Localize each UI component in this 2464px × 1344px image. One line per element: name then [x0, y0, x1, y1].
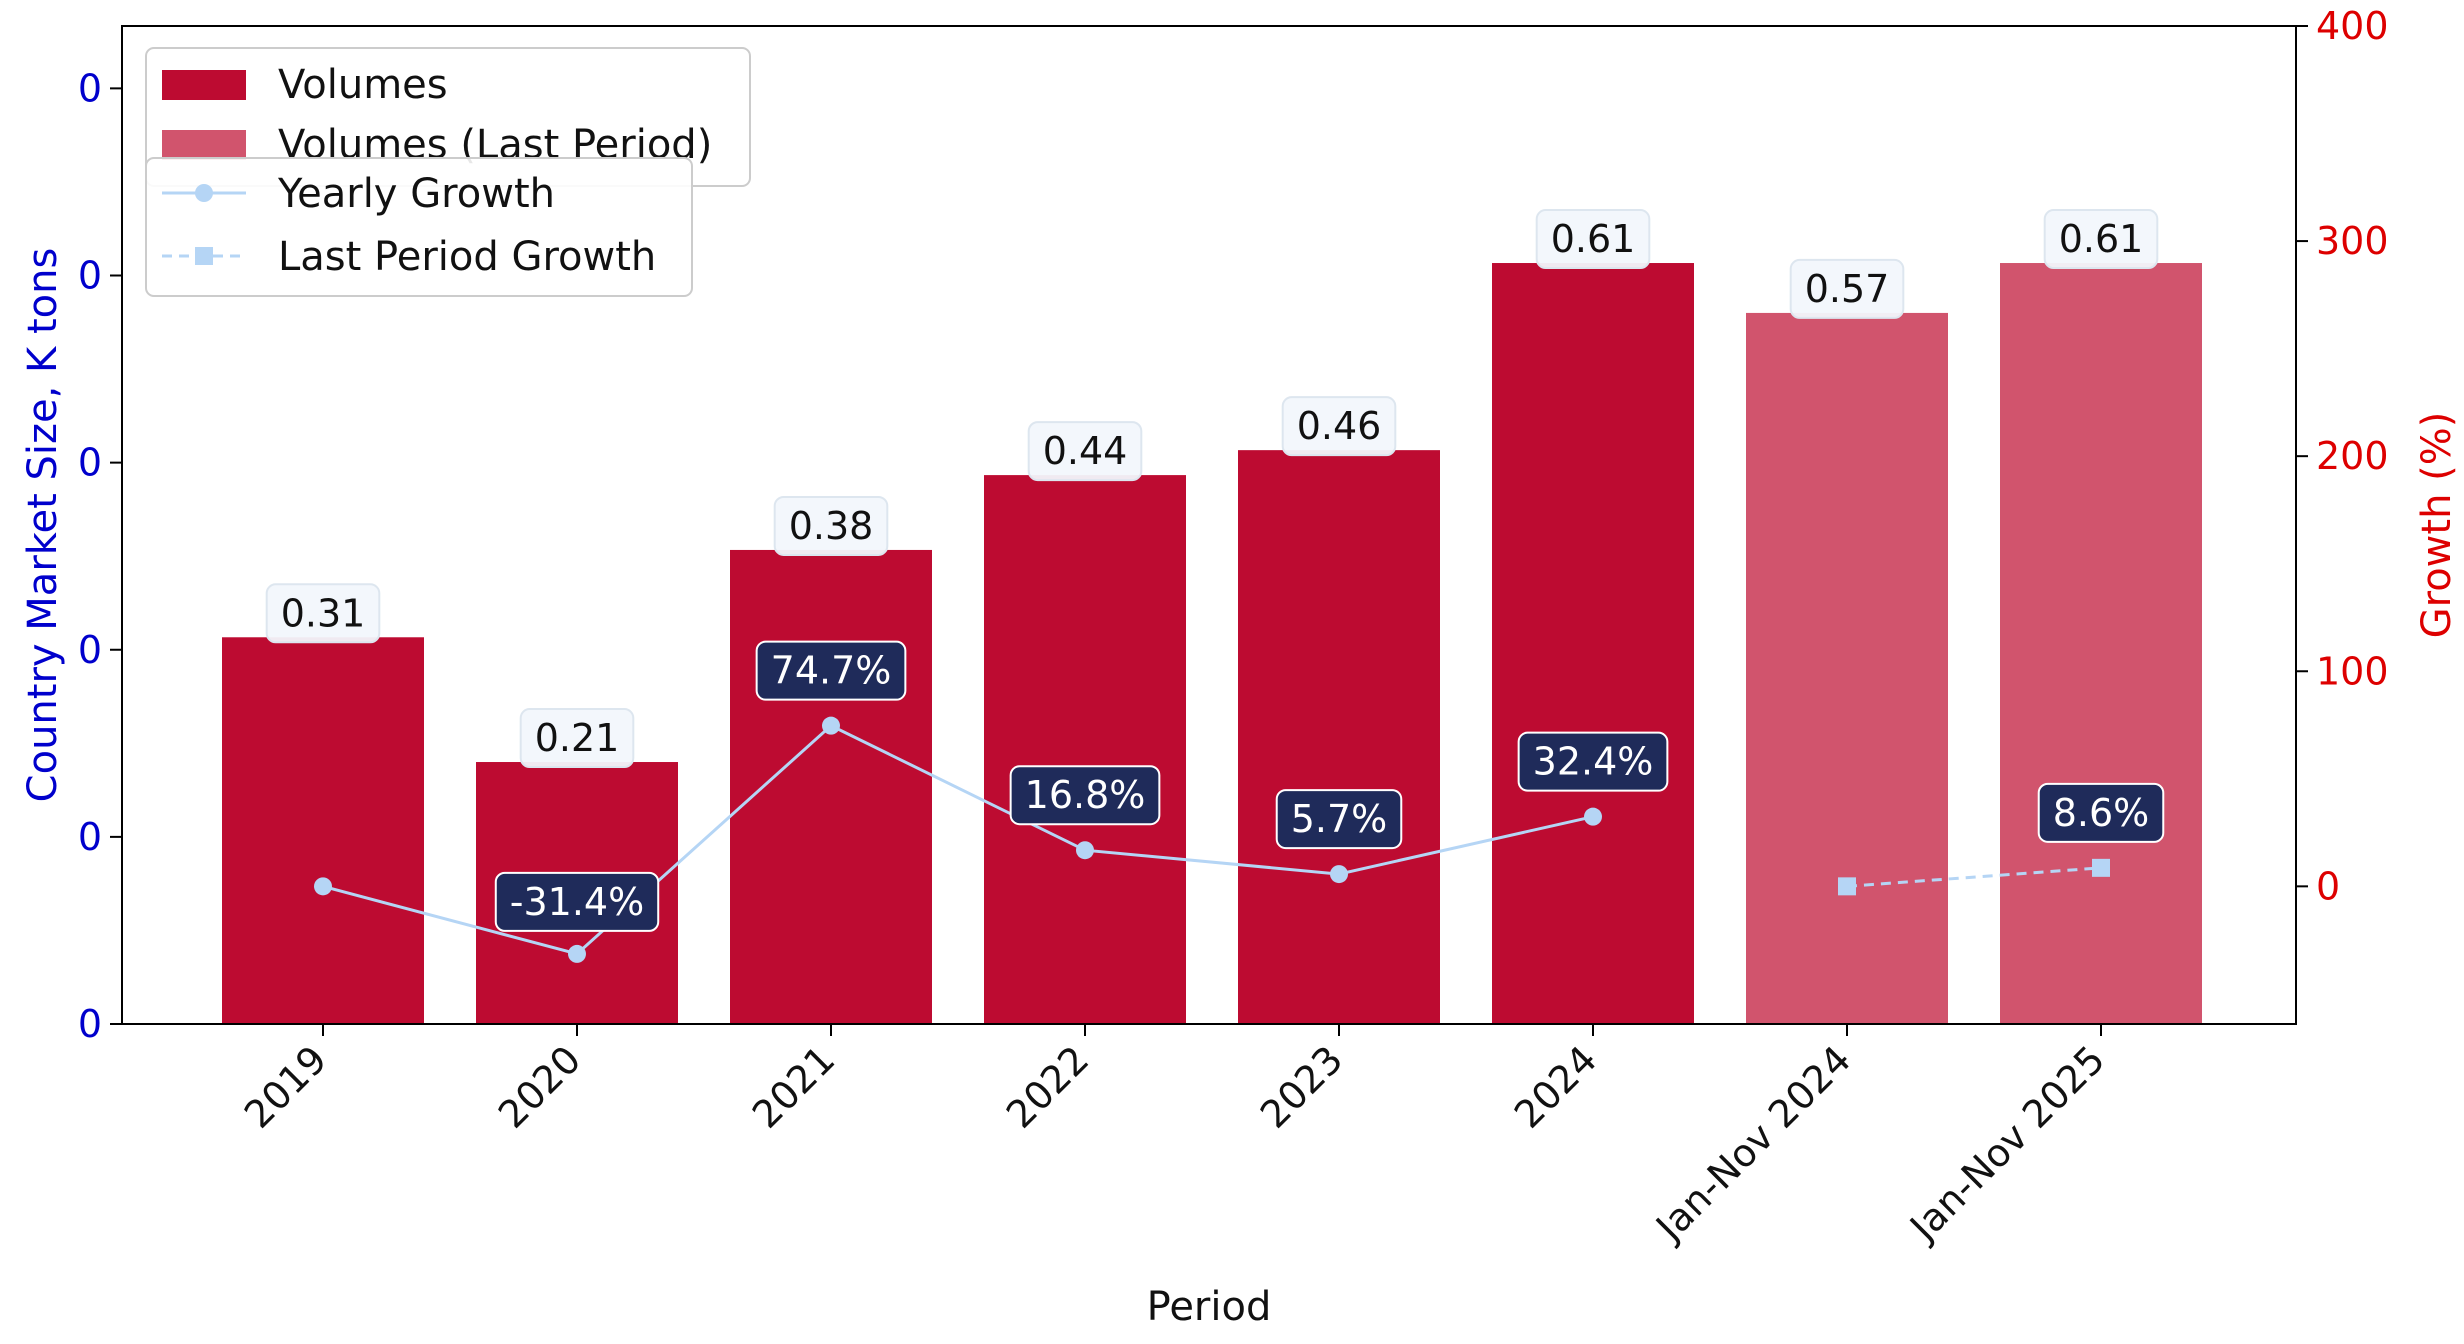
- bar-label-jan-nov-2025: 0.61: [2043, 209, 2159, 270]
- bar-volumes-2021: [730, 549, 932, 1024]
- left-tick-label-4: 0: [78, 254, 102, 298]
- bar-label-2020: 0.21: [519, 708, 635, 769]
- legend-growth: Yearly Growth Last Period Growth: [145, 157, 693, 297]
- right-axis-title: Growth (%): [2414, 412, 2460, 639]
- right-tick-label-3: 300: [2316, 219, 2389, 263]
- bar-label-jan-nov-2024: 0.57: [1789, 258, 1905, 319]
- left-tick-label-5: 0: [78, 66, 102, 110]
- growth-label-2020: -31.4%: [494, 871, 660, 932]
- bar-volumes-2022: [984, 475, 1186, 1025]
- bar-label-2021-box: [773, 495, 889, 556]
- bar-label-2019-text: 0.31: [281, 591, 366, 635]
- plot-frame: [121, 25, 2297, 1025]
- bar-label-2023-text: 0.46: [1297, 404, 1382, 448]
- point-last-period-growth-jan-nov-2024: [1838, 877, 1856, 896]
- growth-label-2020-text: -31.4%: [510, 880, 644, 924]
- growth-label-jan-nov-2025-box: [2037, 782, 2165, 843]
- growth-label-2022-text: 16.8%: [1025, 773, 1146, 817]
- growth-label-2023-text: 5.7%: [1291, 797, 1388, 841]
- point-yearly-growth-2022: [1076, 841, 1094, 860]
- bar-label-jan-nov-2025-text: 0.61: [2059, 217, 2144, 261]
- line-last-period-growth: [1846, 866, 2102, 888]
- legend-label-yearly-growth: Yearly Growth: [277, 171, 555, 217]
- right-tick-label-1: 100: [2316, 649, 2389, 693]
- right-tick-label-4: 400: [2316, 4, 2389, 48]
- bar-label-2023-box: [1281, 396, 1397, 457]
- growth-label-2021-box: [755, 640, 907, 701]
- point-yearly-growth-2019: [314, 877, 332, 896]
- legend-label-volumes: Volumes: [278, 62, 448, 108]
- growth-label-2021: 74.7%: [755, 640, 907, 701]
- bar-volumes-2023: [1238, 450, 1440, 1024]
- bar-label-2019-box: [265, 583, 381, 644]
- bar-label-2019: 0.31: [265, 583, 381, 644]
- legend-marker-yearly-growth: [195, 184, 213, 202]
- bar-volumes-last-period-jan-nov-2025: [2000, 263, 2202, 1024]
- bar-label-2021: 0.38: [773, 495, 889, 556]
- line-yearly-growth: [322, 723, 1594, 956]
- point-last-period-growth-jan-nov-2025: [2092, 858, 2110, 877]
- x-axis-title: Period: [1147, 1284, 1272, 1330]
- point-yearly-growth-2021: [822, 716, 840, 735]
- x-tick-label-2022: 2022: [998, 1037, 1098, 1137]
- left-tick-label-2: 0: [78, 628, 102, 672]
- bar-label-2022-box: [1027, 421, 1143, 482]
- x-tick-label-2021: 2021: [744, 1037, 844, 1137]
- growth-lines-layer: [314, 716, 2110, 963]
- bar-label-jan-nov-2024-box: [1789, 258, 1905, 319]
- growth-label-2023-box: [1275, 789, 1403, 850]
- legend-swatch-volumes-last-period: [162, 130, 246, 160]
- growth-label-2021-text: 74.7%: [771, 649, 892, 693]
- bar-label-2023: 0.46: [1281, 396, 1397, 457]
- x-tick-label-2023: 2023: [1252, 1037, 1352, 1137]
- legend-label-last-period-growth: Last Period Growth: [278, 234, 656, 280]
- bar-label-2020-text: 0.21: [535, 716, 620, 760]
- left-tick-label-1: 0: [78, 815, 102, 859]
- point-yearly-growth-2020: [568, 944, 586, 963]
- bar-label-jan-nov-2025-box: [2043, 209, 2159, 270]
- bar-label-2024: 0.61: [1535, 209, 1651, 270]
- x-tick-label-2024: 2024: [1506, 1037, 1606, 1137]
- x-tick-label-jan-nov-2025: Jan-Nov 2025: [1900, 1037, 2113, 1250]
- growth-label-2024-box: [1517, 731, 1669, 792]
- legend-growth-frame: [145, 157, 693, 297]
- bar-volumes-2024: [1492, 263, 1694, 1024]
- data-labels-layer: 0.31 0.21 0.38 0.44 0.46 0.61 0.57 0.61 -31.4% 74…: [265, 209, 2165, 932]
- right-tick-label-2: 200: [2316, 434, 2389, 478]
- bar-label-2020-box: [519, 708, 635, 769]
- bar-label-2024-box: [1535, 209, 1651, 270]
- bar-volumes-2019: [222, 637, 424, 1024]
- point-yearly-growth-2024: [1584, 807, 1602, 826]
- growth-label-jan-nov-2025-text: 8.6%: [2053, 791, 2150, 835]
- bar-label-2022: 0.44: [1027, 421, 1143, 482]
- bar-label-2021-text: 0.38: [789, 504, 874, 548]
- legend-marker-last-period-growth: [195, 247, 213, 265]
- x-tick-label-2019: 2019: [236, 1037, 336, 1137]
- left-tick-label-3: 0: [78, 441, 102, 485]
- growth-label-jan-nov-2025: 8.6%: [2037, 782, 2165, 843]
- growth-label-2022: 16.8%: [1009, 765, 1161, 826]
- bar-volumes-last-period-jan-nov-2024: [1746, 312, 1948, 1024]
- legend-swatch-volumes: [162, 70, 246, 100]
- growth-label-2023: 5.7%: [1275, 789, 1403, 850]
- bar-label-2022-text: 0.44: [1043, 429, 1128, 473]
- left-tick-label-0: 0: [78, 1002, 102, 1046]
- growth-label-2024-text: 32.4%: [1533, 740, 1654, 784]
- growth-label-2020-box: [494, 871, 660, 932]
- bar-label-2024-text: 0.61: [1551, 217, 1636, 261]
- left-axis-title: Country Market Size, K tons: [20, 248, 66, 803]
- right-tick-label-0: 0: [2316, 864, 2340, 908]
- growth-label-2022-box: [1009, 765, 1161, 826]
- growth-label-2024: 32.4%: [1517, 731, 1669, 792]
- bars-layer: [222, 263, 2202, 1025]
- point-yearly-growth-2023: [1330, 865, 1348, 884]
- x-tick-label-jan-nov-2024: Jan-Nov 2024: [1646, 1037, 1859, 1250]
- bar-label-jan-nov-2024-text: 0.57: [1805, 267, 1890, 311]
- x-tick-label-2020: 2020: [490, 1037, 590, 1137]
